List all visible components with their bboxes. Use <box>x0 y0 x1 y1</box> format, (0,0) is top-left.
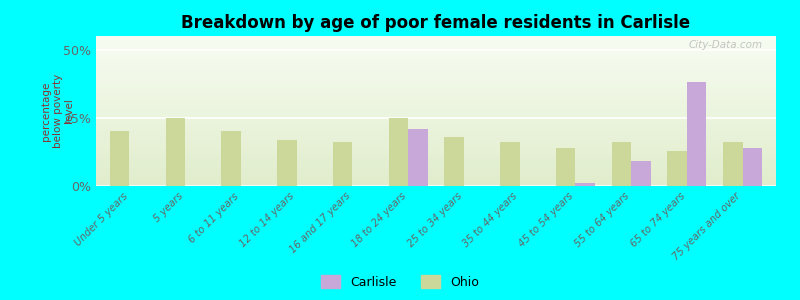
Bar <box>277 140 297 186</box>
Bar <box>611 142 631 186</box>
Bar <box>110 131 130 186</box>
Title: Breakdown by age of poor female residents in Carlisle: Breakdown by age of poor female resident… <box>182 14 690 32</box>
Bar <box>444 137 464 186</box>
Y-axis label: percentage
below poverty
level: percentage below poverty level <box>41 74 74 148</box>
Bar <box>556 148 575 186</box>
Bar <box>500 142 520 186</box>
Bar <box>742 148 762 186</box>
Bar <box>687 82 706 186</box>
Bar <box>333 142 352 186</box>
Legend: Carlisle, Ohio: Carlisle, Ohio <box>316 270 484 294</box>
Bar <box>631 161 650 186</box>
Bar <box>575 183 595 186</box>
Bar <box>166 118 185 186</box>
Bar <box>408 129 428 186</box>
Bar <box>389 118 408 186</box>
Bar <box>222 131 241 186</box>
Bar <box>667 151 687 186</box>
Text: City-Data.com: City-Data.com <box>688 40 762 50</box>
Bar <box>723 142 742 186</box>
